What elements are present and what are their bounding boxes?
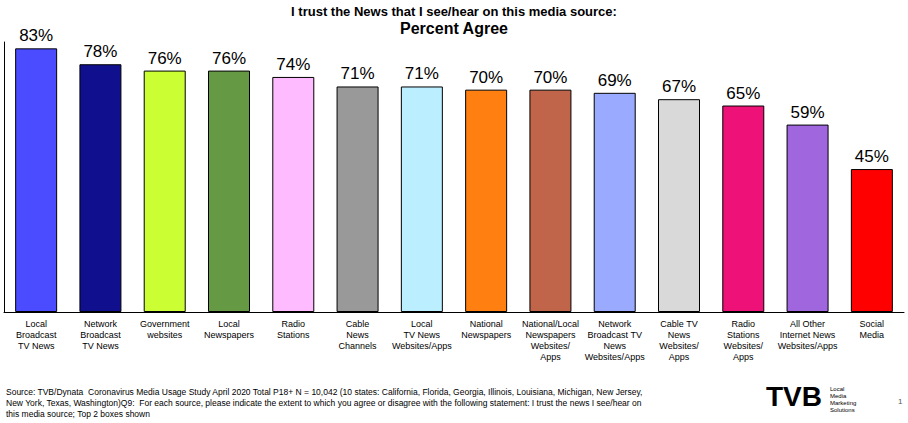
- svg-text:71%: 71%: [341, 64, 375, 83]
- svg-text:Broadcast: Broadcast: [16, 330, 57, 340]
- svg-text:Government: Government: [140, 319, 190, 329]
- svg-text:76%: 76%: [212, 49, 246, 68]
- svg-text:Cable: Cable: [346, 319, 370, 329]
- svg-text:Broadcast TV: Broadcast TV: [588, 330, 642, 340]
- svg-text:Network: Network: [84, 319, 118, 329]
- svg-text:Marketing: Marketing: [830, 400, 856, 406]
- svg-text:Local: Local: [25, 319, 47, 329]
- svg-text:74%: 74%: [276, 55, 310, 74]
- svg-text:Radio: Radio: [282, 319, 306, 329]
- svg-text:National: National: [470, 319, 503, 329]
- svg-text:70%: 70%: [469, 68, 503, 87]
- svg-text:Newspapers: Newspapers: [461, 330, 512, 340]
- svg-text:Cable TV: Cable TV: [660, 319, 697, 329]
- svg-text:News: News: [668, 330, 691, 340]
- svg-text:45%: 45%: [855, 147, 889, 166]
- svg-text:websites: websites: [146, 330, 183, 340]
- svg-text:65%: 65%: [726, 84, 760, 103]
- svg-text:Websites/: Websites/: [531, 341, 571, 351]
- svg-text:Stations: Stations: [277, 330, 310, 340]
- svg-text:National/Local: National/Local: [522, 319, 579, 329]
- svg-text:Source: TVB/Dynata Coronaviru: Source: TVB/Dynata Coronavirus Media Usa…: [6, 387, 642, 397]
- svg-text:TV News: TV News: [82, 341, 119, 351]
- svg-text:News: News: [346, 330, 369, 340]
- svg-text:67%: 67%: [662, 77, 696, 96]
- svg-text:Websites/Apps: Websites/Apps: [778, 341, 838, 351]
- svg-text:Local: Local: [411, 319, 433, 329]
- svg-text:Websites/Apps: Websites/Apps: [585, 352, 645, 362]
- svg-text:Solutions: Solutions: [830, 407, 855, 413]
- svg-text:Websites/: Websites/: [659, 341, 699, 351]
- svg-text:59%: 59%: [791, 103, 825, 122]
- svg-text:Radio: Radio: [732, 319, 756, 329]
- svg-text:Websites/: Websites/: [724, 341, 764, 351]
- svg-text:69%: 69%: [598, 71, 632, 90]
- svg-text:All Other: All Other: [790, 319, 825, 329]
- svg-text:TV News: TV News: [18, 341, 55, 351]
- svg-text:Apps: Apps: [733, 352, 754, 362]
- svg-text:this media source; Top 2 boxes: this media source; Top 2 boxes shown: [6, 409, 150, 419]
- svg-text:Channels: Channels: [339, 341, 378, 351]
- svg-text:Media: Media: [860, 330, 885, 340]
- svg-text:I trust the News that I see/he: I trust the News that I see/hear on this…: [291, 4, 617, 19]
- svg-text:76%: 76%: [148, 49, 182, 68]
- svg-text:Websites/Apps: Websites/Apps: [392, 341, 452, 351]
- svg-text:83%: 83%: [19, 26, 53, 45]
- svg-text:Broadcast: Broadcast: [80, 330, 121, 340]
- svg-text:TV News: TV News: [404, 330, 441, 340]
- svg-text:Local: Local: [830, 386, 844, 392]
- svg-text:Local: Local: [218, 319, 240, 329]
- svg-text:Newspapers: Newspapers: [525, 330, 576, 340]
- svg-text:70%: 70%: [533, 68, 567, 87]
- svg-text:Stations: Stations: [727, 330, 760, 340]
- svg-text:71%: 71%: [405, 64, 439, 83]
- svg-text:Network: Network: [598, 319, 632, 329]
- svg-text:78%: 78%: [83, 42, 117, 61]
- svg-text:Apps: Apps: [540, 352, 561, 362]
- svg-text:Social: Social: [860, 319, 885, 329]
- svg-text:TVB: TVB: [766, 381, 822, 412]
- svg-text:1: 1: [898, 397, 903, 406]
- svg-text:Internet News: Internet News: [780, 330, 836, 340]
- svg-text:Percent Agree: Percent Agree: [400, 20, 508, 37]
- svg-text:Media: Media: [830, 393, 847, 399]
- svg-text:Newspapers: Newspapers: [204, 330, 255, 340]
- svg-text:New York, Texas, Washington)Q9: New York, Texas, Washington)Q9: For each…: [6, 398, 642, 408]
- svg-text:News: News: [603, 341, 626, 351]
- svg-text:Apps: Apps: [669, 352, 690, 362]
